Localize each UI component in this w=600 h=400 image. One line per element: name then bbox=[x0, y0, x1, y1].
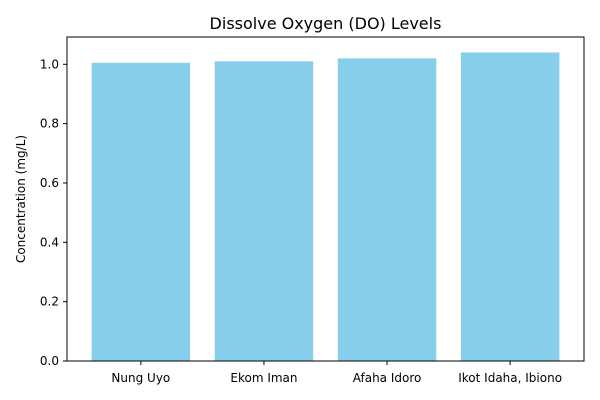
y-tick-label: 0.6 bbox=[40, 176, 59, 190]
x-tick-label: Ikot Idaha, Ibiono bbox=[458, 371, 562, 385]
y-axis-label: Concentration (mg/L) bbox=[14, 135, 28, 263]
y-tick-label: 0.2 bbox=[40, 295, 59, 309]
x-tick-label: Afaha Idoro bbox=[353, 371, 422, 385]
x-tick-label: Ekom Iman bbox=[230, 371, 297, 385]
chart-title: Dissolve Oxygen (DO) Levels bbox=[210, 14, 442, 33]
x-ticks-group: Nung Uyo Ekom Iman Afaha Idoro Ikot Idaha, … bbox=[111, 361, 562, 385]
bar-2 bbox=[337, 58, 437, 361]
y-tick-label: 1.0 bbox=[40, 57, 59, 71]
x-tick-label: Nung Uyo bbox=[111, 371, 170, 385]
bar-3 bbox=[460, 52, 560, 362]
y-tick-label: 0.8 bbox=[40, 117, 59, 131]
bar-1 bbox=[214, 61, 314, 361]
y-ticks-group: 0.0 0.2 0.4 0.6 0.8 1.0 bbox=[40, 57, 67, 368]
bar-0 bbox=[91, 62, 191, 362]
y-tick-label: 0.4 bbox=[40, 235, 59, 249]
plot-frame bbox=[66, 36, 585, 362]
bars-group bbox=[91, 52, 560, 362]
y-tick-label: 0.0 bbox=[40, 354, 59, 368]
